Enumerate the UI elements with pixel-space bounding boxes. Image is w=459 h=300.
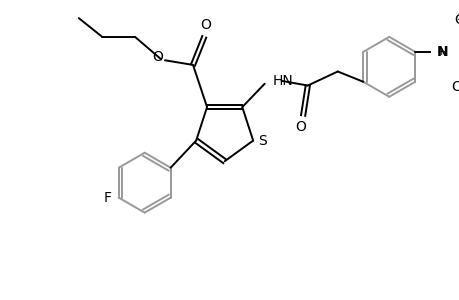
Text: O: O — [453, 13, 459, 27]
Text: O: O — [152, 50, 162, 64]
Text: S: S — [257, 134, 266, 148]
Text: O: O — [294, 120, 305, 134]
Text: −: − — [455, 15, 459, 25]
Text: +: + — [436, 47, 445, 57]
Text: HN: HN — [272, 74, 292, 88]
Text: O: O — [200, 18, 211, 32]
Text: O: O — [451, 80, 459, 94]
Text: N: N — [436, 45, 448, 59]
Text: F: F — [103, 191, 111, 205]
